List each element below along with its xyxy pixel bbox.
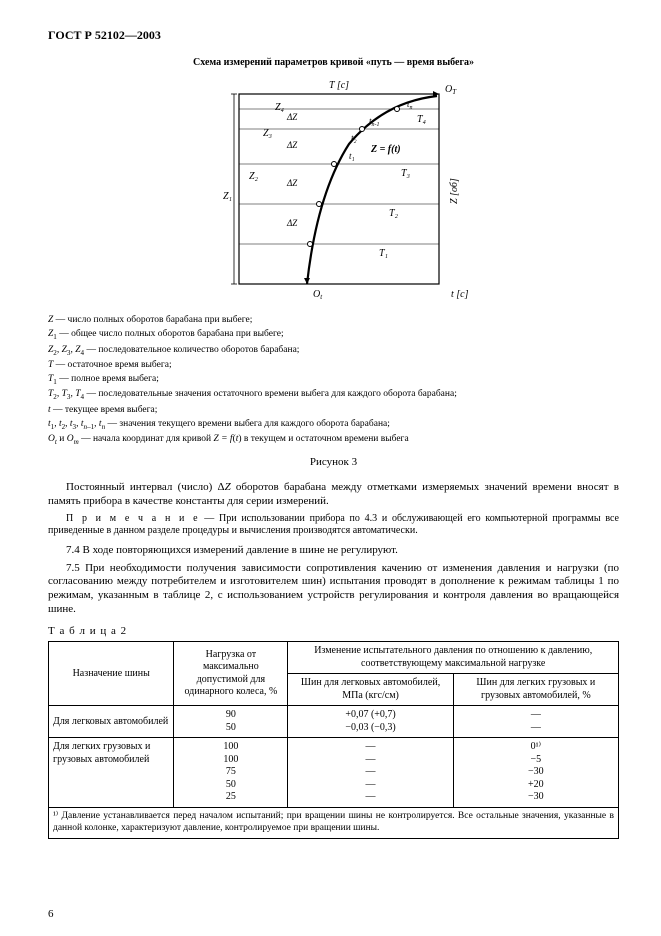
svg-text:Z₁: Z₁ xyxy=(223,191,232,202)
axis-bottom-label: t [с] xyxy=(451,289,469,300)
cell-load: 90 50 xyxy=(174,706,288,738)
axis-right-label: Z [об] xyxy=(449,178,460,204)
svg-text:T₄: T₄ xyxy=(417,114,427,125)
th-purpose: Назначение шины xyxy=(49,642,174,706)
svg-text:Z₂: Z₂ xyxy=(249,171,259,182)
table-2: Назначение шины Нагрузка от максимально … xyxy=(48,641,619,838)
svg-text:T₃: T₃ xyxy=(401,168,411,179)
svg-text:ΔZ: ΔZ xyxy=(286,178,298,188)
origin-bottom: Ot xyxy=(313,289,323,301)
cell-name: Для легких грузовых и грузовых автомобил… xyxy=(49,738,174,808)
paragraph-const-interval: Постоянный интервал (число) ΔZ оборотов … xyxy=(48,481,619,509)
chart-svg: T [с] t [с] Z [об] OT Ot t₁ t₂ xyxy=(179,74,489,304)
origin-top: OT xyxy=(445,84,457,96)
svg-text:t₁: t₁ xyxy=(349,151,355,161)
svg-text:Z₄: Z₄ xyxy=(275,102,285,113)
svg-text:T₁: T₁ xyxy=(379,248,388,259)
legend-line: Z — число полных оборотов барабана при в… xyxy=(48,314,619,327)
legend-line: Ot и Om — начала координат для кривой Z … xyxy=(48,433,619,448)
svg-text:t₂: t₂ xyxy=(351,133,357,143)
paragraph-7-4: 7.4 В ходе повторяющихся измерений давле… xyxy=(48,544,619,558)
note: П р и м е ч а н и е — При использовании … xyxy=(48,513,619,538)
legend-line: T2, T3, T4 — последовательные значения о… xyxy=(48,388,619,403)
table-footnote-row: ¹⁾ Давление устанавливается перед начало… xyxy=(49,807,619,838)
th-passenger: Шин для легковых автомобилей, МПа (кгс/с… xyxy=(288,674,453,706)
chart-legend: Z — число полных оборотов барабана при в… xyxy=(48,314,619,447)
svg-text:ΔZ: ΔZ xyxy=(286,218,298,228)
svg-text:Z = f(t): Z = f(t) xyxy=(370,144,401,155)
table-2-label: Т а б л и ц а 2 xyxy=(48,625,619,639)
cell-name: Для легковых автомобилей xyxy=(49,706,174,738)
legend-line: Z2, Z3, Z4 — последовательное количество… xyxy=(48,344,619,359)
svg-text:ΔZ: ΔZ xyxy=(286,112,298,122)
legend-line: t — текущее время выбега; xyxy=(48,404,619,417)
page-number: 6 xyxy=(48,908,54,922)
table-footnote: ¹⁾ Давление устанавливается перед начало… xyxy=(49,807,619,838)
page: ГОСТ Р 52102—2003 Схема измерений параме… xyxy=(0,0,661,936)
table-row: Для легких грузовых и грузовых автомобил… xyxy=(49,738,619,808)
paragraph-7-5: 7.5 При необходимости получения зависимо… xyxy=(48,562,619,617)
chart-figure: T [с] t [с] Z [об] OT Ot t₁ t₂ xyxy=(48,74,619,309)
note-label: П р и м е ч а н и е xyxy=(66,513,200,524)
axis-top-label: T [с] xyxy=(328,80,348,91)
chart-title: Схема измерений параметров кривой «путь … xyxy=(48,57,619,70)
cell-truck: 0¹⁾ −5 −30 +20 −30 xyxy=(453,738,618,808)
cell-truck: — — xyxy=(453,706,618,738)
cell-load: 100 100 75 50 25 xyxy=(174,738,288,808)
figure-caption: Рисунок 3 xyxy=(48,456,619,470)
legend-line: T — остаточное время выбега; xyxy=(48,359,619,372)
legend-line: Z1 — общее число полных оборотов барабан… xyxy=(48,328,619,343)
th-truck: Шин для легких грузовых и грузовых автом… xyxy=(453,674,618,706)
svg-text:T₂: T₂ xyxy=(389,208,399,219)
table-row: Для легковых автомобилей 90 50 +0,07 (+0… xyxy=(49,706,619,738)
th-pressure-change: Изменение испытательного давления по отн… xyxy=(288,642,619,674)
legend-line: t1, t2, t3, tn–1, tn — значения текущего… xyxy=(48,418,619,433)
th-load: Нагрузка от максимально допустимой для о… xyxy=(174,642,288,706)
legend-line: T1 — полное время выбега; xyxy=(48,373,619,388)
svg-text:ΔZ: ΔZ xyxy=(286,140,298,150)
svg-text:Z₃: Z₃ xyxy=(263,128,273,139)
cell-pcar: +0,07 (+0,7) −0,03 (−0,3) xyxy=(288,706,453,738)
cell-pcar: — — — — — xyxy=(288,738,453,808)
doc-header: ГОСТ Р 52102—2003 xyxy=(48,28,619,43)
